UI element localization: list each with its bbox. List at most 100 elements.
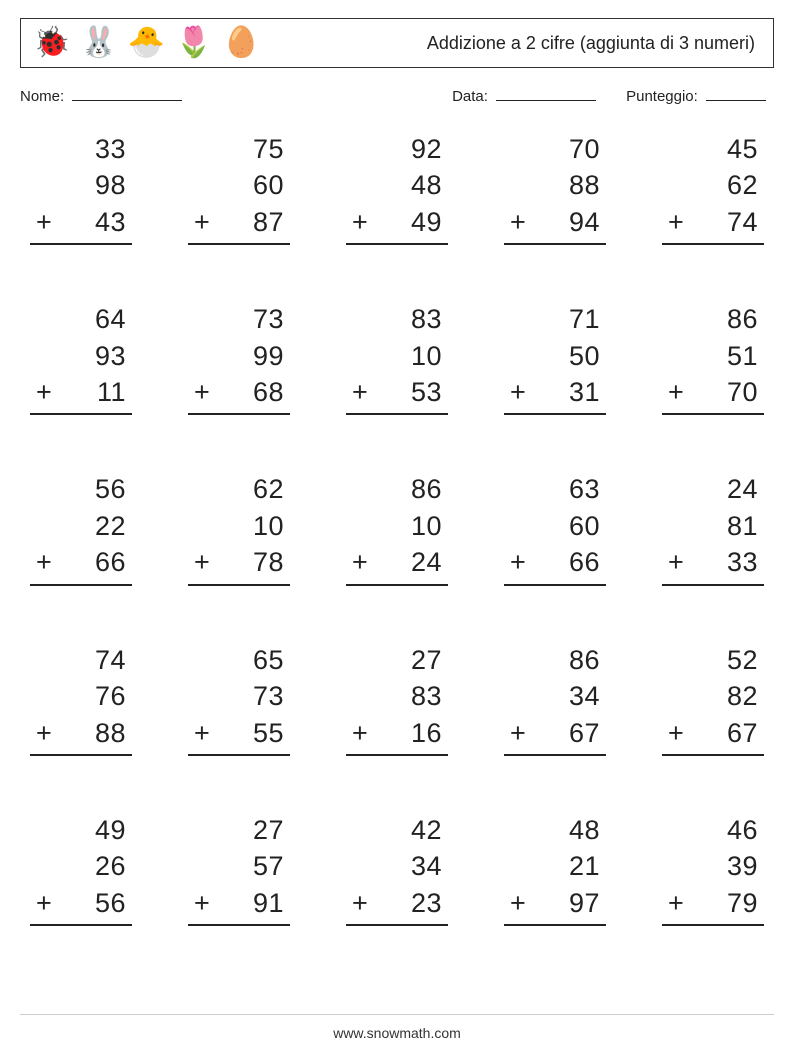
addend-1: 64 [30, 301, 132, 337]
operator: + [194, 374, 210, 410]
addend-1: 73 [188, 301, 290, 337]
addition-problem: 7399+68 [188, 301, 290, 415]
score-field: Punteggio: [626, 84, 766, 105]
addition-problem: 4821+97 [504, 812, 606, 926]
addend-3-row: +24 [346, 544, 448, 585]
addition-problem: 5282+67 [662, 642, 764, 756]
operator: + [352, 885, 368, 921]
page-title: Addizione a 2 cifre (aggiunta di 3 numer… [427, 33, 761, 54]
addend-3: 43 [95, 204, 126, 240]
addend-3: 33 [727, 544, 758, 580]
addition-problem: 4562+74 [662, 131, 764, 245]
addend-3-row: +33 [662, 544, 764, 585]
operator: + [352, 204, 368, 240]
addend-1: 83 [346, 301, 448, 337]
addend-2: 21 [504, 848, 606, 884]
addend-3-row: +78 [188, 544, 290, 585]
addition-problem: 6360+66 [504, 471, 606, 585]
addend-3-row: +67 [662, 715, 764, 756]
addend-1: 49 [30, 812, 132, 848]
addend-1: 86 [504, 642, 606, 678]
addend-2: 82 [662, 678, 764, 714]
addend-1: 86 [662, 301, 764, 337]
addend-3: 55 [253, 715, 284, 751]
addend-3-row: +31 [504, 374, 606, 415]
addition-problem: 8610+24 [346, 471, 448, 585]
addend-3: 78 [253, 544, 284, 580]
addend-3: 94 [569, 204, 600, 240]
addend-3-row: +49 [346, 204, 448, 245]
addend-2: 50 [504, 338, 606, 374]
addend-3: 11 [97, 374, 126, 410]
addend-3: 91 [253, 885, 284, 921]
ladybug-icon: 🐞 [33, 28, 70, 58]
addend-2: 10 [346, 508, 448, 544]
addend-3: 97 [569, 885, 600, 921]
addend-3-row: +97 [504, 885, 606, 926]
addend-3: 49 [411, 204, 442, 240]
addend-3-row: +66 [30, 544, 132, 585]
addend-3-row: +68 [188, 374, 290, 415]
score-blank[interactable] [706, 84, 766, 101]
addition-problem: 3398+43 [30, 131, 132, 245]
flower-icon: 🌷 [175, 28, 212, 58]
addend-3-row: +88 [30, 715, 132, 756]
operator: + [194, 715, 210, 751]
operator: + [194, 885, 210, 921]
operator: + [510, 374, 526, 410]
operator: + [510, 204, 526, 240]
operator: + [510, 544, 526, 580]
addition-problem: 4926+56 [30, 812, 132, 926]
addend-2: 48 [346, 167, 448, 203]
addition-problem: 7150+31 [504, 301, 606, 415]
name-blank[interactable] [72, 84, 182, 101]
addend-2: 51 [662, 338, 764, 374]
addend-1: 75 [188, 131, 290, 167]
header-decor: 🐞 🐰 🐣 🌷 🥚 [33, 28, 260, 58]
addend-1: 52 [662, 642, 764, 678]
addend-1: 63 [504, 471, 606, 507]
addend-2: 83 [346, 678, 448, 714]
addend-2: 60 [188, 167, 290, 203]
addition-problem: 2783+16 [346, 642, 448, 756]
addend-2: 34 [346, 848, 448, 884]
addend-3: 23 [411, 885, 442, 921]
addition-problem: 4234+23 [346, 812, 448, 926]
addition-problem: 9248+49 [346, 131, 448, 245]
operator: + [36, 204, 52, 240]
addend-3: 66 [569, 544, 600, 580]
addend-2: 39 [662, 848, 764, 884]
addition-problem: 2757+91 [188, 812, 290, 926]
addend-1: 56 [30, 471, 132, 507]
addend-2: 98 [30, 167, 132, 203]
addend-3: 24 [411, 544, 442, 580]
addend-3: 31 [569, 374, 600, 410]
addend-3-row: +55 [188, 715, 290, 756]
addend-2: 88 [504, 167, 606, 203]
addend-1: 65 [188, 642, 290, 678]
operator: + [352, 374, 368, 410]
addition-problem: 7560+87 [188, 131, 290, 245]
addend-2: 34 [504, 678, 606, 714]
name-field: Nome: [20, 84, 452, 105]
addend-2: 22 [30, 508, 132, 544]
addend-1: 62 [188, 471, 290, 507]
operator: + [194, 544, 210, 580]
addend-3-row: +91 [188, 885, 290, 926]
addend-1: 42 [346, 812, 448, 848]
addend-3-row: +43 [30, 204, 132, 245]
addend-3: 66 [95, 544, 126, 580]
operator: + [36, 374, 52, 410]
addend-1: 48 [504, 812, 606, 848]
addend-1: 71 [504, 301, 606, 337]
operator: + [36, 715, 52, 751]
operator: + [510, 715, 526, 751]
addition-problem: 6210+78 [188, 471, 290, 585]
name-label: Nome: [20, 88, 64, 105]
date-blank[interactable] [496, 84, 596, 101]
addend-1: 46 [662, 812, 764, 848]
operator: + [510, 885, 526, 921]
addend-3: 56 [95, 885, 126, 921]
addend-3: 74 [727, 204, 758, 240]
addend-1: 27 [188, 812, 290, 848]
